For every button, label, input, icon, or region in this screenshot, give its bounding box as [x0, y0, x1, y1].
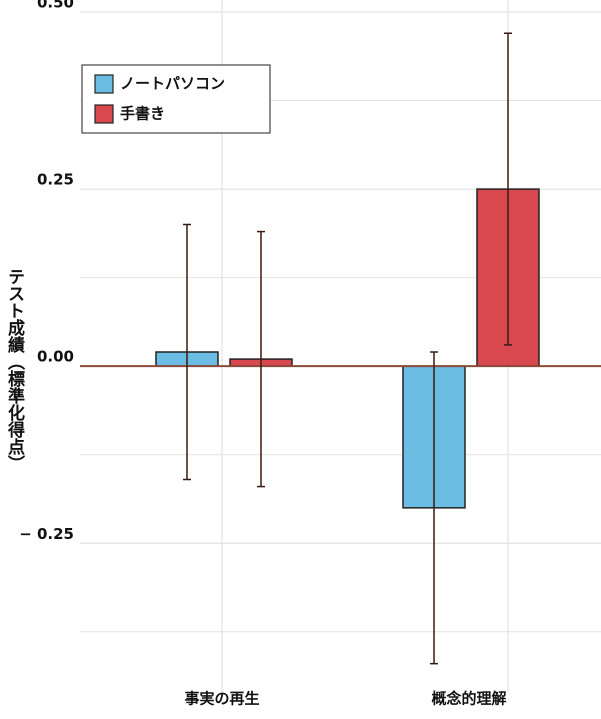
x-tick-label: 事実の再生 — [184, 690, 259, 708]
y-axis-label: テスト成績（標準化得点） — [4, 268, 26, 472]
y-tick-label: − 0.25 — [19, 525, 74, 543]
legend-label: 手書き — [120, 105, 165, 123]
legend-swatch — [94, 104, 114, 124]
y-tick-label: 0.50 — [37, 0, 74, 12]
legend-label: ノートパソコン — [120, 75, 225, 93]
y-tick-label: 0.00 — [37, 348, 74, 366]
y-tick-label: 0.25 — [37, 171, 74, 189]
legend-swatch — [94, 74, 114, 94]
x-tick-label: 概念的理解 — [431, 690, 506, 708]
